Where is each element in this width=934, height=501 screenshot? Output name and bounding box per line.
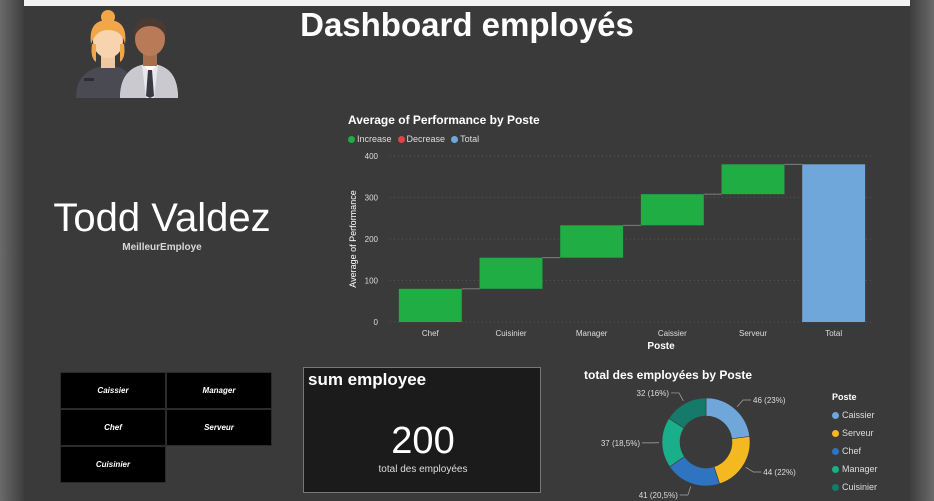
- employees-illustration-icon: [76, 10, 178, 98]
- legend-label: Total: [460, 134, 480, 144]
- waterfall-bar-increase: [721, 164, 785, 195]
- y-tick-label: 200: [365, 235, 379, 244]
- y-axis-label: Average of Performance: [348, 190, 358, 287]
- waterfall-legend: Increase Decrease Total: [348, 134, 479, 144]
- legend-dot-icon: [348, 135, 355, 143]
- donut-leader-line: [671, 392, 684, 401]
- slicer-item-cuisinier[interactable]: Cuisinier: [60, 446, 166, 483]
- y-tick-label: 400: [365, 152, 379, 161]
- donut-data-label: 32 (16%): [637, 389, 670, 398]
- waterfall-chart-title: Average of Performance by Poste: [348, 113, 540, 127]
- x-tick-label: Caissier: [658, 329, 687, 338]
- poste-slicer: Caissier Manager Chef Serveur Cuisinier: [60, 372, 272, 484]
- x-tick-label: Chef: [422, 329, 440, 338]
- donut-legend-item-manager[interactable]: Manager: [832, 460, 878, 478]
- slicer-item-caissier[interactable]: Caissier: [60, 372, 166, 409]
- legend-item-total[interactable]: Total: [451, 134, 479, 144]
- donut-legend-item-serveur[interactable]: Serveur: [832, 424, 878, 442]
- legend-dot-icon: [451, 135, 459, 143]
- legend-label: Manager: [842, 464, 878, 474]
- donut-legend-item-cuisinier[interactable]: Cuisinier: [832, 478, 878, 496]
- waterfall-chart: 0 100 200 300 400 Average of Performance Chef C…: [348, 152, 874, 350]
- right-edge-shadow: [910, 0, 934, 501]
- legend-label: Increase: [357, 134, 392, 144]
- y-tick-label: 0: [374, 318, 379, 327]
- donut-legend-item-caissier[interactable]: Caissier: [832, 406, 878, 424]
- sum-employee-card: sum employee 200 total des employées: [303, 367, 541, 493]
- donut-legend-item-chef[interactable]: Chef: [832, 442, 878, 460]
- waterfall-bar-increase: [398, 288, 462, 322]
- donut-chart-title: total des employées by Poste: [584, 368, 753, 382]
- donut-slice: [705, 397, 750, 440]
- legend-label: Serveur: [842, 428, 874, 438]
- legend-label: Cuisinier: [842, 482, 878, 492]
- donut-slice: [713, 436, 751, 485]
- legend-label: Caissier: [842, 410, 875, 420]
- legend-label: Chef: [842, 446, 862, 456]
- donut-legend: Poste Caissier Serveur Chef Manager Cuis…: [832, 392, 878, 496]
- card-value: 200: [391, 420, 455, 462]
- legend-dot-icon: [832, 429, 839, 437]
- top-border: [0, 0, 934, 6]
- y-tick-label: 300: [365, 194, 379, 203]
- waterfall-bar-increase: [479, 257, 543, 289]
- legend-label: Decrease: [406, 134, 446, 144]
- donut-data-label: 37 (18,5%): [601, 439, 640, 448]
- left-edge-shadow: [0, 0, 24, 501]
- y-tick-label: 100: [365, 277, 379, 286]
- slicer-item-serveur[interactable]: Serveur: [166, 409, 272, 446]
- donut-data-label: 44 (22%): [763, 468, 796, 477]
- legend-dot-icon: [832, 447, 839, 455]
- x-tick-label: Manager: [576, 329, 608, 338]
- waterfall-bar-increase: [640, 194, 704, 226]
- donut-data-label: 46 (23%): [753, 396, 786, 405]
- donut-leader-line: [745, 466, 762, 473]
- x-tick-label: Serveur: [739, 329, 767, 338]
- card-label: total des employées: [378, 464, 468, 475]
- donut-chart: 46 (23%) 44 (22%) 41 (20,5%) 37 (18,5%) 32 (…: [601, 389, 796, 500]
- legend-item-decrease[interactable]: Decrease: [397, 134, 446, 144]
- donut-legend-title: Poste: [832, 392, 857, 402]
- donut-slice: [668, 397, 707, 429]
- x-tick-label: Total: [825, 329, 842, 338]
- legend-dot-icon: [832, 483, 839, 491]
- best-employee-name: Todd Valdez: [53, 196, 271, 240]
- donut-leader-line: [736, 399, 752, 407]
- slicer-item-chef[interactable]: Chef: [60, 409, 166, 446]
- page-title: Dashboard employés: [300, 6, 634, 43]
- x-axis-label: Poste: [647, 341, 675, 350]
- legend-dot-icon: [832, 465, 839, 473]
- waterfall-bar-total: [802, 164, 866, 322]
- slicer-item-manager[interactable]: Manager: [166, 372, 272, 409]
- donut-leader-line: [679, 486, 692, 496]
- card-title: sum employee: [308, 370, 427, 389]
- legend-dot-icon: [832, 411, 839, 419]
- waterfall-bar-increase: [560, 225, 624, 258]
- best-employee-label: MeilleurEmploye: [122, 242, 202, 253]
- legend-item-increase[interactable]: Increase: [348, 134, 392, 144]
- legend-dot-icon: [397, 135, 405, 143]
- donut-data-label: 41 (20,5%): [639, 491, 678, 500]
- x-tick-label: Cuisinier: [495, 329, 526, 338]
